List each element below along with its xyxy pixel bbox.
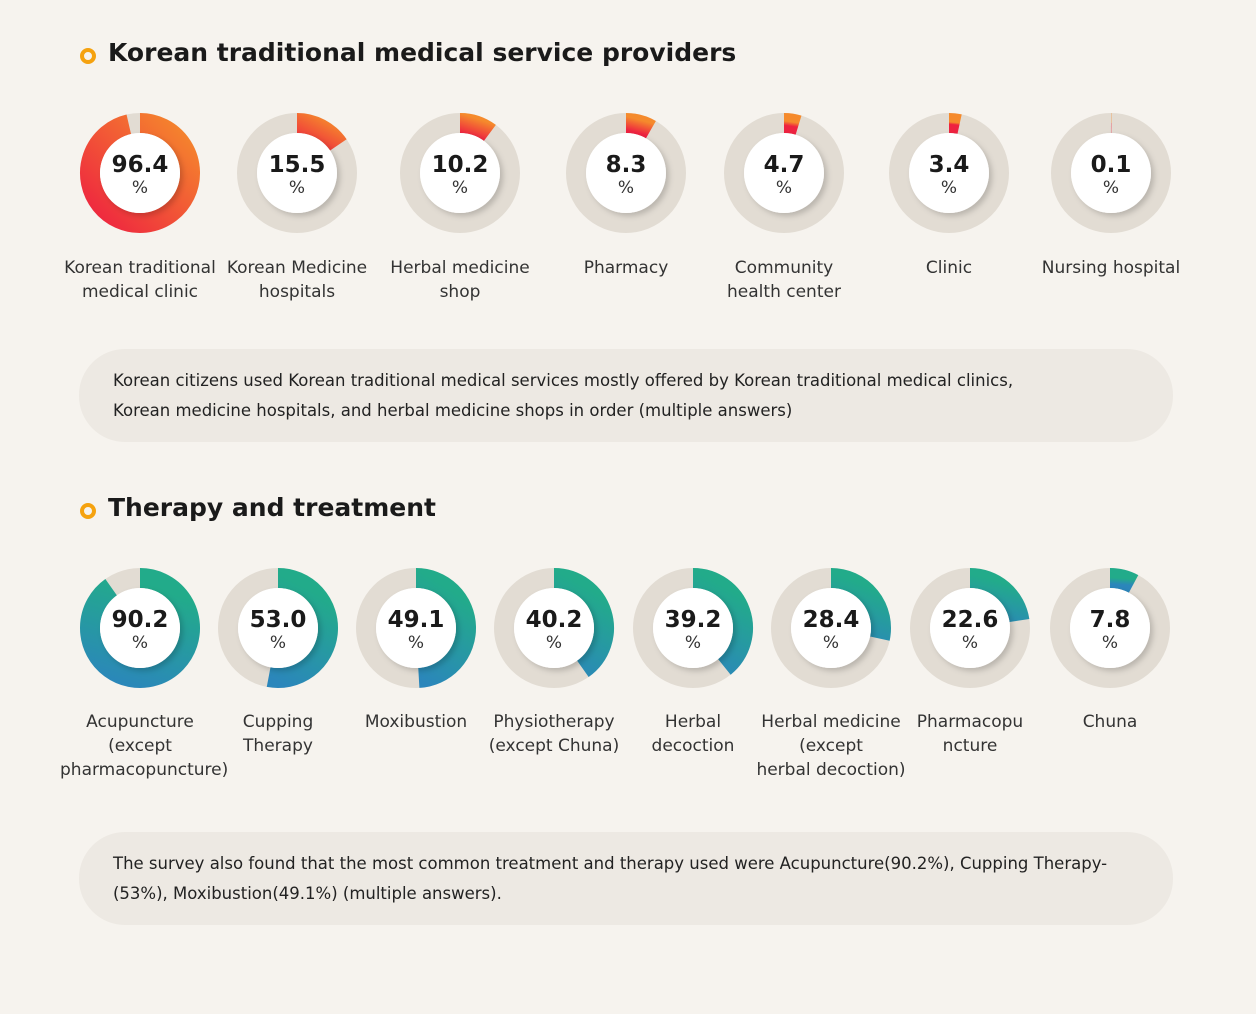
donut-arc bbox=[969, 568, 1030, 623]
donut-center bbox=[653, 588, 733, 668]
donut-arc bbox=[1109, 568, 1139, 593]
donut-center bbox=[1070, 588, 1150, 668]
donut-center bbox=[586, 133, 666, 213]
value-label: 3.4 bbox=[929, 152, 970, 178]
note: The survey also found that the most comm… bbox=[79, 832, 1173, 925]
donut-center bbox=[376, 588, 456, 668]
value-label: 4.7 bbox=[764, 152, 805, 178]
donut-arc bbox=[830, 568, 891, 641]
title-icon bbox=[80, 48, 96, 64]
category-label: Pharmacy bbox=[583, 258, 669, 278]
category-label: Korean Medicine hospitals bbox=[226, 258, 368, 302]
unit-label: % bbox=[962, 633, 978, 653]
value-label: 7.8 bbox=[1090, 607, 1131, 633]
value-label: 39.2 bbox=[665, 607, 722, 633]
value-label: 53.0 bbox=[250, 607, 307, 633]
unit-label: % bbox=[618, 178, 634, 198]
donut-arc bbox=[948, 113, 962, 134]
category-label: Clinic bbox=[925, 258, 973, 278]
category-label: Pharmacopu ncture bbox=[916, 712, 1024, 756]
unit-label: % bbox=[132, 178, 148, 198]
value-label: 22.6 bbox=[942, 607, 999, 633]
donut-center bbox=[257, 133, 337, 213]
category-label: Herbal medicine shop bbox=[390, 258, 530, 302]
category-label: Cupping Therapy bbox=[242, 712, 314, 756]
donut-center bbox=[420, 133, 500, 213]
donut-arc bbox=[553, 568, 614, 677]
value-label: 8.3 bbox=[606, 152, 647, 178]
donut-center bbox=[514, 588, 594, 668]
donut-center bbox=[791, 588, 871, 668]
donut-arc bbox=[80, 568, 200, 688]
donut-center bbox=[1071, 133, 1151, 213]
donut-arc bbox=[625, 113, 656, 139]
category-label: Herbal medicine (except herbal decoction… bbox=[756, 712, 906, 780]
unit-label: % bbox=[270, 633, 286, 653]
value-label: 28.4 bbox=[803, 607, 860, 633]
donut-arc bbox=[783, 113, 802, 135]
value-label: 49.1 bbox=[388, 607, 445, 633]
value-label: 0.1 bbox=[1091, 152, 1132, 178]
category-label: Nursing hospital bbox=[1041, 258, 1181, 278]
value-label: 40.2 bbox=[526, 607, 583, 633]
unit-label: % bbox=[132, 633, 148, 653]
value-label: 15.5 bbox=[269, 152, 326, 178]
donut-arc bbox=[80, 113, 200, 233]
donut-center bbox=[930, 588, 1010, 668]
value-label: 96.4 bbox=[112, 152, 169, 178]
section-title: Korean traditional medical service provi… bbox=[108, 38, 737, 67]
donut-center bbox=[238, 588, 318, 668]
unit-label: % bbox=[1103, 178, 1119, 198]
donut-arc bbox=[459, 113, 496, 142]
unit-label: % bbox=[289, 178, 305, 198]
title-icon bbox=[80, 503, 96, 519]
note: Korean citizens used Korean traditional … bbox=[79, 349, 1173, 442]
unit-label: % bbox=[452, 178, 468, 198]
donut-arc bbox=[415, 568, 476, 688]
unit-label: % bbox=[546, 633, 562, 653]
section-title: Therapy and treatment bbox=[108, 493, 436, 522]
category-label: Chuna bbox=[1082, 712, 1138, 732]
category-label: Community health center bbox=[727, 258, 841, 302]
category-label: Moxibustion bbox=[364, 712, 468, 732]
value-label: 10.2 bbox=[432, 152, 489, 178]
category-label: Acupuncture (except pharmacopuncture) bbox=[60, 712, 229, 780]
value-label: 90.2 bbox=[112, 607, 169, 633]
unit-label: % bbox=[408, 633, 424, 653]
donut-center bbox=[909, 133, 989, 213]
unit-label: % bbox=[685, 633, 701, 653]
category-label: Korean traditional medical clinic bbox=[64, 258, 216, 302]
unit-label: % bbox=[823, 633, 839, 653]
unit-label: % bbox=[1102, 633, 1118, 653]
donut-center bbox=[744, 133, 824, 213]
donut-center bbox=[100, 588, 180, 668]
unit-label: % bbox=[776, 178, 792, 198]
unit-label: % bbox=[941, 178, 957, 198]
donut-center bbox=[100, 133, 180, 213]
category-label: Physiotherapy (except Chuna) bbox=[488, 712, 620, 756]
donut-arc bbox=[692, 568, 753, 675]
category-label: Herbal decoction bbox=[651, 712, 735, 756]
donut-arc bbox=[266, 568, 338, 688]
donut-arc bbox=[296, 113, 347, 151]
